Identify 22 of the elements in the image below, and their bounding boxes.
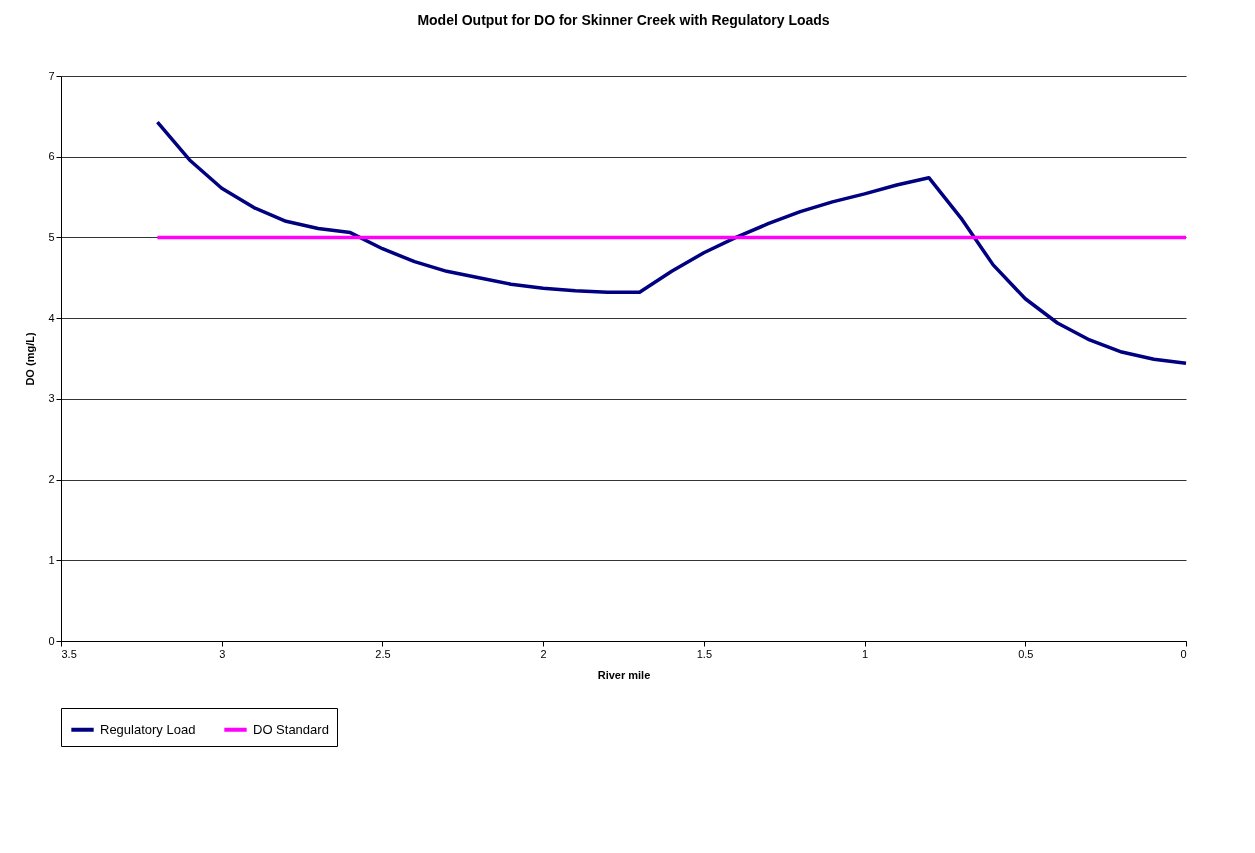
y-tick-label: 4 bbox=[48, 311, 55, 324]
x-tick-label: 1 bbox=[862, 647, 869, 660]
x-tick-label: 1.5 bbox=[696, 647, 713, 660]
legend-label: DO Standard bbox=[253, 721, 329, 737]
y-tick-label: 5 bbox=[48, 230, 55, 243]
y-axis-title: DO (mg/L) bbox=[24, 332, 37, 386]
x-tick-label: 2.5 bbox=[375, 647, 391, 660]
line-series bbox=[155, 120, 1188, 366]
y-tick-label: 7 bbox=[48, 69, 55, 82]
y-tick-label: 1 bbox=[48, 553, 55, 566]
x-tick-label: 0 bbox=[1180, 647, 1187, 660]
x-tick-label: 2 bbox=[540, 647, 547, 660]
x-tick-label: 3.5 bbox=[61, 647, 77, 660]
y-tick-label: 6 bbox=[48, 150, 55, 163]
y-tick-label: 2 bbox=[48, 473, 55, 486]
x-axis-title: River mile bbox=[597, 668, 651, 681]
legend-label: Regulatory Load bbox=[100, 721, 196, 737]
x-tick-label: 0.5 bbox=[1018, 647, 1034, 660]
chart-title: Model Output for DO for Skinner Creek with Regulatory Loads bbox=[417, 12, 830, 28]
y-tick-label: 0 bbox=[48, 634, 55, 647]
x-tick-label: 3 bbox=[219, 647, 226, 660]
y-tick-label: 3 bbox=[48, 392, 55, 405]
